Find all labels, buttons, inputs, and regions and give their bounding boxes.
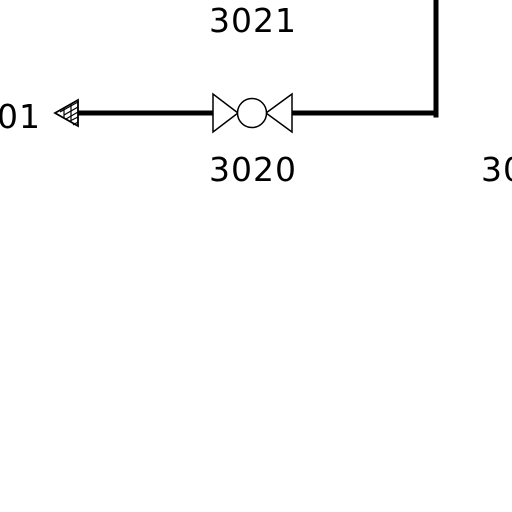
ball-valve-icon <box>212 92 293 134</box>
tag-3020-label: 3020 <box>209 150 297 189</box>
left-tag-fragment-label: 01 <box>0 97 41 136</box>
tag-3021-label: 3021 <box>209 1 297 40</box>
right-tag-fragment-label: 30 <box>481 150 512 189</box>
off-page-arrow-icon <box>53 98 79 128</box>
